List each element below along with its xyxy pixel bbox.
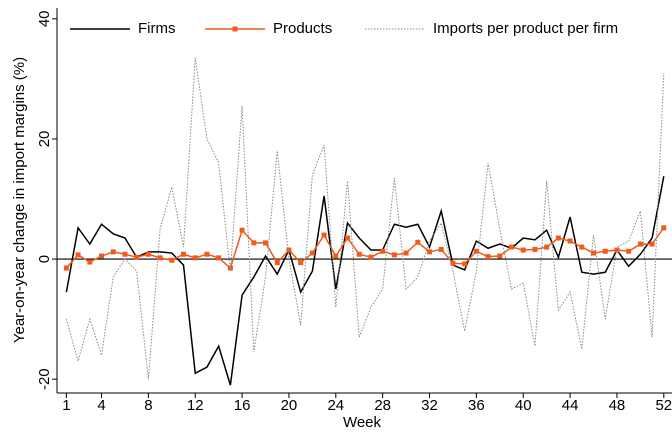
x-tick-label: 32	[421, 397, 438, 414]
marker	[485, 254, 491, 260]
marker	[462, 261, 468, 267]
marker	[216, 255, 222, 261]
marker	[274, 260, 280, 266]
marker	[87, 259, 93, 265]
marker	[661, 225, 667, 231]
y-tick-label: 40	[36, 10, 53, 27]
marker	[544, 244, 550, 250]
x-tick-label: 36	[468, 397, 485, 414]
marker	[110, 249, 116, 255]
marker	[509, 244, 515, 250]
x-tick-label: 4	[97, 397, 105, 414]
marker	[157, 255, 163, 261]
legend-marker	[232, 26, 238, 32]
marker	[602, 248, 608, 254]
marker	[438, 246, 444, 252]
marker	[122, 251, 128, 257]
marker	[380, 248, 386, 254]
marker	[239, 227, 245, 233]
marker	[145, 251, 151, 257]
marker	[637, 241, 643, 247]
marker	[169, 257, 175, 263]
marker	[75, 252, 81, 258]
marker	[298, 260, 304, 266]
marker	[403, 250, 409, 256]
x-tick-label: 1	[62, 397, 70, 414]
series-line	[65, 176, 665, 386]
y-tick-label: 0	[36, 255, 53, 263]
x-tick-label: 12	[187, 397, 204, 414]
marker	[532, 246, 538, 252]
marker	[181, 251, 187, 257]
marker	[579, 244, 585, 250]
marker	[591, 250, 597, 256]
x-tick-label: 44	[562, 397, 579, 414]
x-tick-label: 40	[515, 397, 532, 414]
marker	[649, 241, 655, 247]
marker	[263, 240, 269, 246]
x-tick-label: 8	[144, 397, 152, 414]
legend-label: Products	[273, 20, 332, 37]
marker	[614, 247, 620, 253]
x-tick-label: 24	[327, 397, 344, 414]
x-tick-label: 28	[374, 397, 391, 414]
marker	[309, 250, 315, 256]
marker	[63, 265, 69, 271]
marker	[391, 252, 397, 258]
y-axis-label: Year-on-year change in import margins (%…	[11, 57, 28, 343]
legend-label: Imports per product per firm	[433, 20, 618, 37]
x-tick-label: 48	[609, 397, 626, 414]
x-tick-label: 52	[655, 397, 672, 414]
marker	[415, 239, 421, 245]
y-tick-label: 20	[36, 131, 53, 148]
marker	[227, 265, 233, 271]
marker	[497, 253, 503, 259]
marker	[520, 247, 526, 253]
y-tick-label: -20	[36, 368, 53, 390]
series-line	[65, 227, 665, 270]
marker	[345, 235, 351, 241]
marker	[567, 238, 573, 244]
x-tick-label: 20	[281, 397, 298, 414]
marker	[99, 253, 105, 259]
marker	[356, 251, 362, 257]
marker	[450, 260, 456, 266]
marker	[427, 249, 433, 255]
legend-label: Firms	[138, 20, 176, 37]
marker	[333, 253, 339, 259]
marker	[555, 235, 561, 241]
marker	[321, 232, 327, 238]
marker	[626, 248, 632, 254]
marker	[286, 247, 292, 253]
series-line	[65, 57, 665, 380]
marker	[251, 240, 257, 246]
marker	[192, 255, 198, 261]
marker	[204, 251, 210, 257]
marker	[134, 254, 140, 260]
marker	[368, 254, 374, 260]
x-tick-label: 16	[234, 397, 251, 414]
marker	[473, 248, 479, 254]
x-axis-label: Week	[343, 414, 382, 431]
